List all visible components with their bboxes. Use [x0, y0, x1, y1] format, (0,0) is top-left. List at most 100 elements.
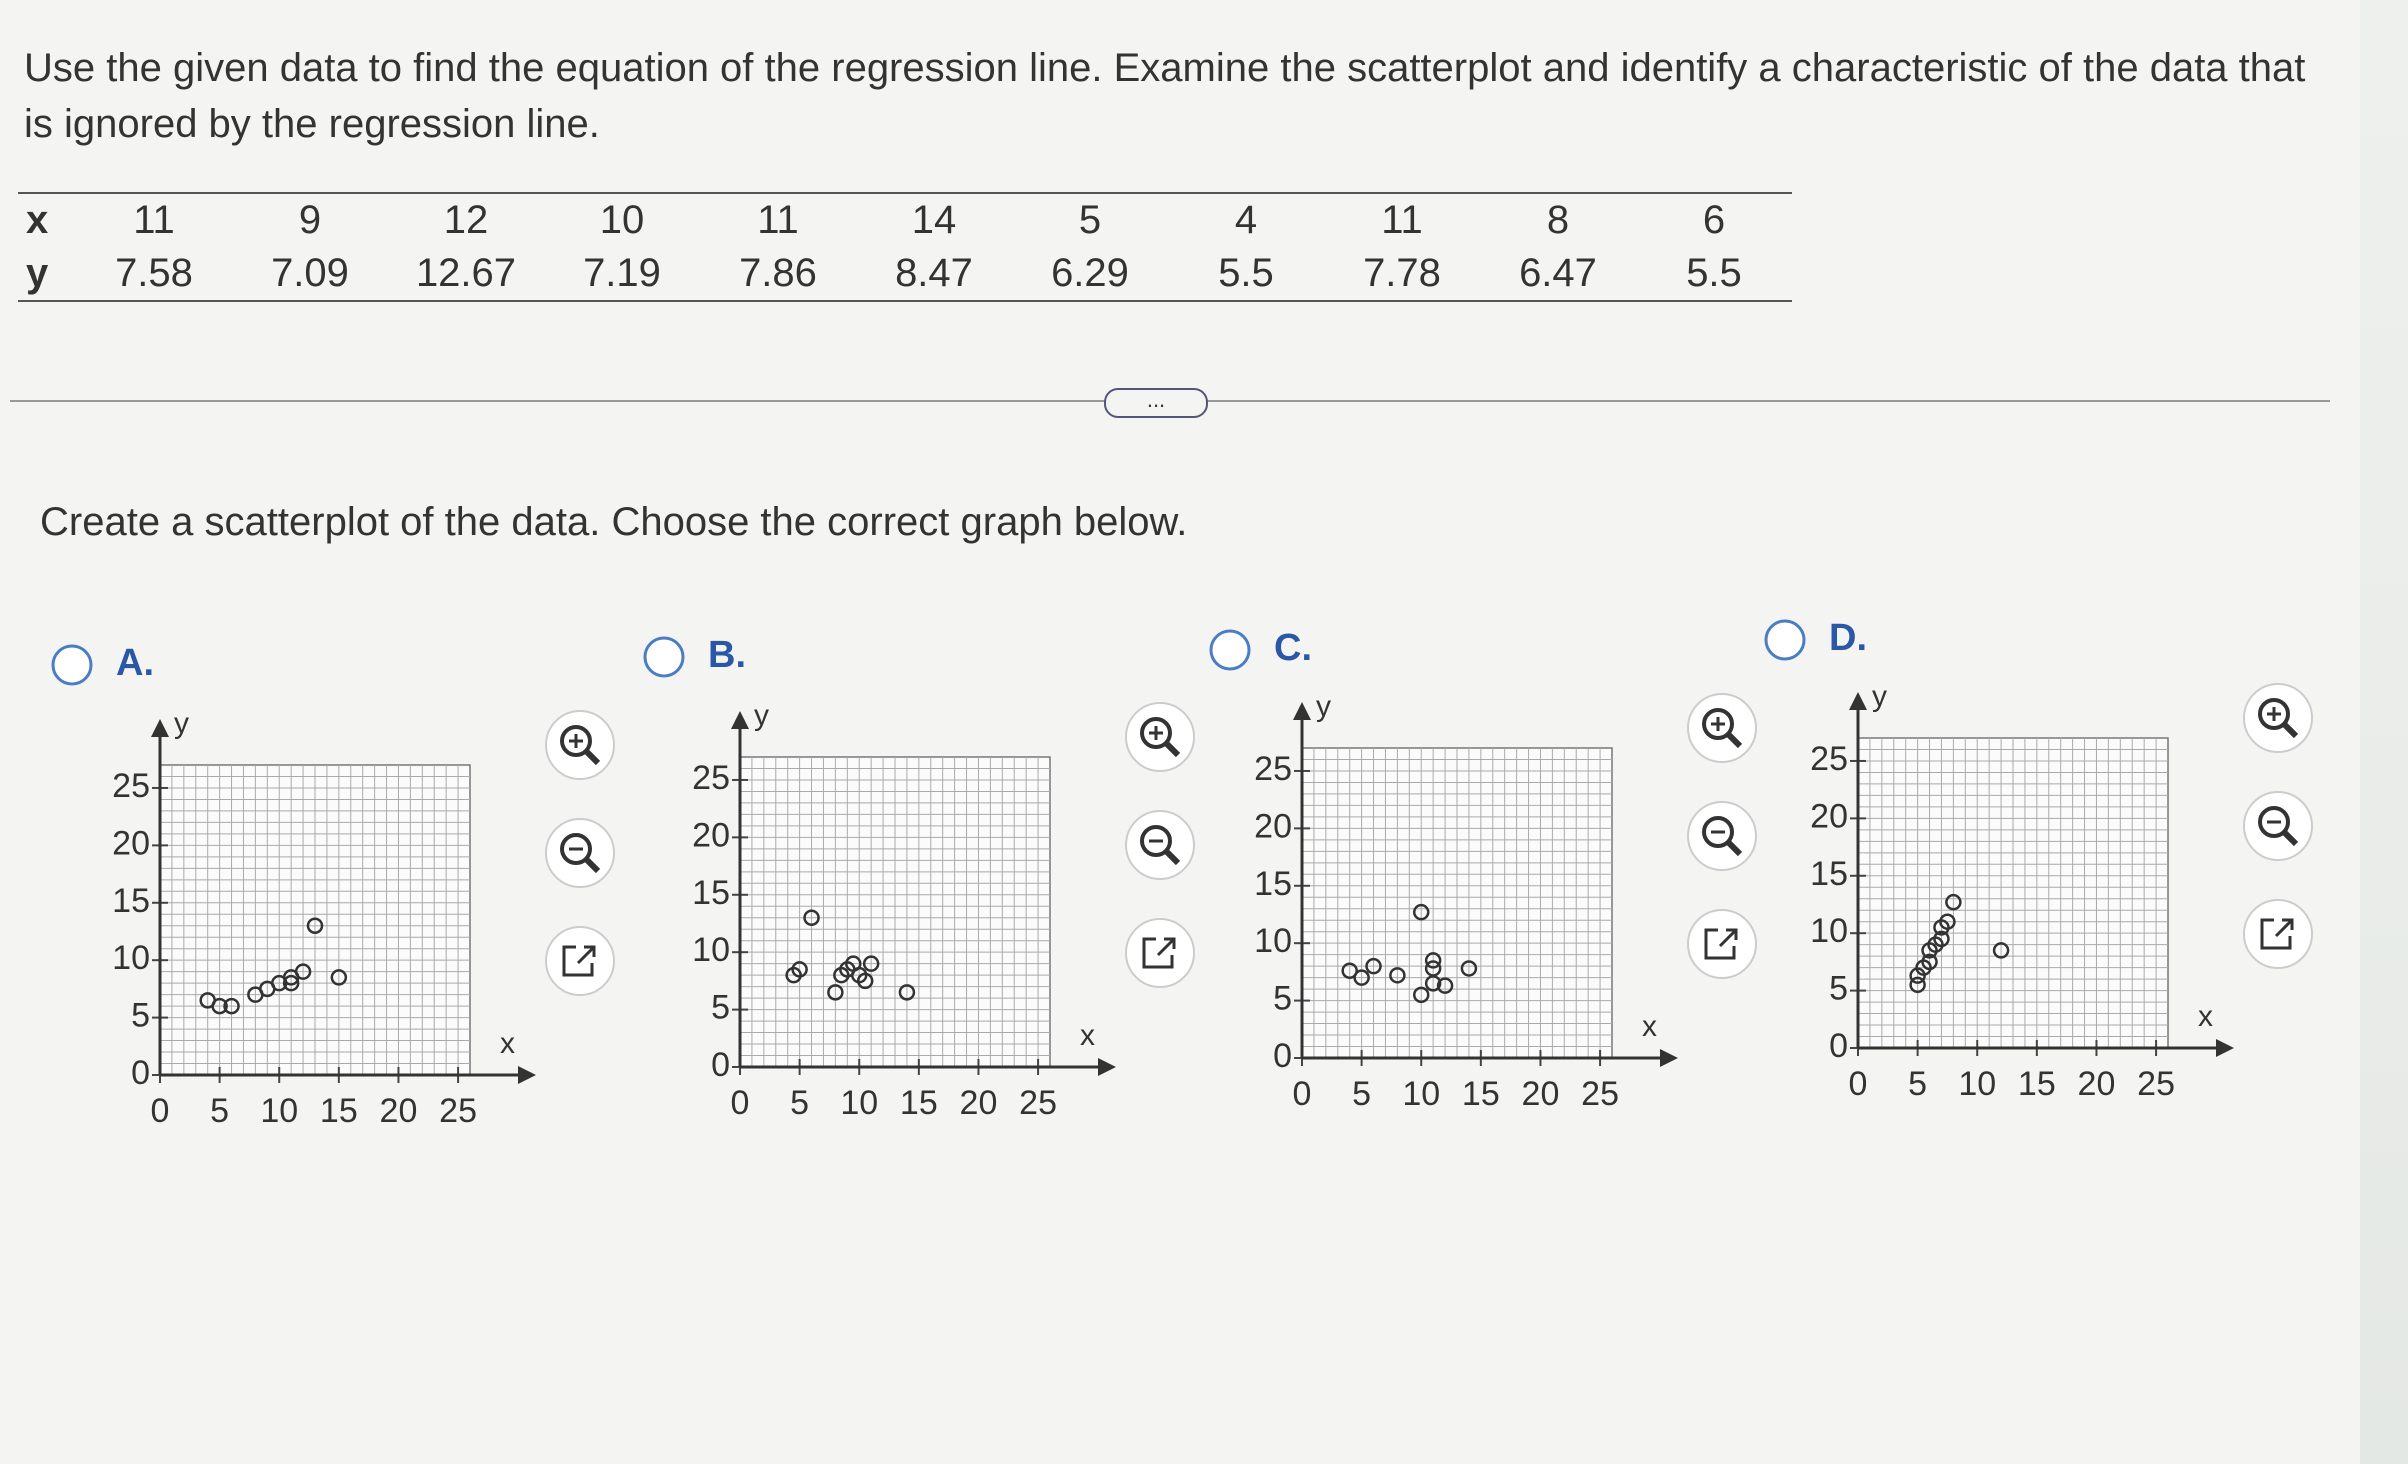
table-cell: 11 [1381, 198, 1423, 242]
icon-bg [2243, 791, 2313, 861]
open-window[interactable] [1125, 918, 1195, 988]
icon-arrow [1718, 928, 1738, 948]
point [1412, 903, 1430, 921]
x-arrow [2216, 1039, 2234, 1057]
x-tick-label: 5 [1908, 1065, 1927, 1103]
point [791, 961, 808, 978]
y-tick-label: 25 [112, 767, 150, 805]
icon-bg [1125, 810, 1195, 880]
table-cell: 14 [911, 198, 957, 242]
y-tick-label: 20 [692, 816, 730, 854]
y-tick-label: 10 [112, 939, 150, 977]
icon-bg [1125, 702, 1195, 772]
table-cell: 5.5 [1218, 251, 1274, 295]
zoom-out[interactable] [545, 818, 615, 888]
x-tick-label: 25 [1581, 1075, 1619, 1113]
point [1424, 975, 1442, 992]
icon-lens [1140, 825, 1172, 857]
y-arrow [151, 719, 169, 737]
y-tick-label: 20 [1810, 797, 1848, 835]
table-cell: 12 [443, 198, 489, 242]
icon-bg [2243, 683, 2313, 753]
icon-box [2260, 918, 2292, 950]
radio-button[interactable] [51, 644, 93, 686]
table-cell: 7.09 [271, 251, 349, 295]
icon-box [562, 945, 594, 977]
icon-handle [1163, 740, 1181, 758]
zoom-out[interactable] [2243, 791, 2313, 861]
x-tick-label: 15 [2018, 1065, 2056, 1103]
icon-handle [1725, 731, 1743, 749]
table-cell: 4 [1234, 198, 1258, 242]
icon-bg [545, 710, 615, 780]
table-cell: 10 [599, 198, 645, 242]
table-cell: 5 [1078, 198, 1102, 242]
x-tick-label: 5 [210, 1092, 229, 1130]
y-tick-label: 10 [1810, 912, 1848, 950]
y-tick-label: 0 [1273, 1037, 1292, 1075]
table-cell: 5.5 [1686, 251, 1742, 295]
icon-bg [545, 818, 615, 888]
radio-button[interactable] [1209, 629, 1251, 671]
table-cell: 7.19 [583, 251, 661, 295]
y-arrow [1293, 702, 1311, 720]
y-tick-label: 10 [692, 931, 730, 969]
icon-arrow [576, 945, 596, 965]
radio-button[interactable] [1764, 619, 1806, 661]
y-tick-label: 5 [1273, 980, 1292, 1018]
icon-handle [1163, 848, 1181, 866]
y-tick-label: 20 [1254, 807, 1292, 845]
point [856, 972, 874, 990]
table-cell: 6 [1702, 198, 1726, 242]
zoom-out[interactable] [1125, 810, 1195, 880]
x-arrow [1660, 1049, 1678, 1067]
point [223, 997, 240, 1015]
point [1945, 893, 1962, 911]
expand-button[interactable]: ... [1104, 388, 1208, 418]
icon-arrow [2274, 918, 2294, 938]
zoom-in[interactable] [2243, 683, 2313, 753]
y-tick-label: 25 [1810, 740, 1848, 778]
option-letter: C. [1274, 627, 1312, 669]
point [282, 974, 300, 992]
question: Use the given data to find the equation … [24, 46, 2306, 146]
icon-lens [1702, 708, 1734, 740]
y-tick-label: 0 [711, 1046, 730, 1084]
open-window[interactable] [545, 926, 615, 996]
point [294, 963, 312, 980]
icon-bg [1687, 801, 1757, 871]
zoom-in[interactable] [1125, 702, 1195, 772]
point [1921, 953, 1938, 971]
y-axis-label: y [1872, 680, 1887, 713]
point [827, 984, 844, 1001]
zoom-in[interactable] [545, 710, 615, 780]
point [1436, 977, 1454, 994]
zoom-in[interactable] [1687, 693, 1757, 763]
x-tick-label: 10 [260, 1092, 298, 1130]
radio-button[interactable] [643, 636, 685, 678]
x-tick-label: 10 [1958, 1065, 1996, 1103]
y-tick-label: 25 [1254, 750, 1292, 788]
row-label: x [26, 198, 49, 242]
x-axis-label: x [2198, 1000, 2213, 1033]
open-window[interactable] [2243, 899, 2313, 969]
x-tick-label: 5 [790, 1084, 809, 1122]
point [898, 984, 916, 1001]
y-arrow [731, 711, 749, 729]
x-tick-label: 10 [840, 1084, 878, 1122]
zoom-out[interactable] [1687, 801, 1757, 871]
table-cell: 8 [1546, 198, 1570, 242]
x-tick-label: 20 [380, 1092, 418, 1130]
open-window[interactable] [1687, 909, 1757, 979]
x-tick-label: 20 [2078, 1065, 2116, 1103]
point [833, 966, 850, 984]
row-label: y [26, 251, 49, 295]
table-cell: 7.86 [739, 251, 817, 295]
y-tick-label: 15 [1810, 855, 1848, 893]
y-axis-label: y [174, 707, 189, 740]
icon-handle [1725, 839, 1743, 857]
table-cell: 12.67 [415, 251, 517, 295]
y-tick-label: 25 [692, 759, 730, 797]
icon-lens [2258, 698, 2290, 730]
